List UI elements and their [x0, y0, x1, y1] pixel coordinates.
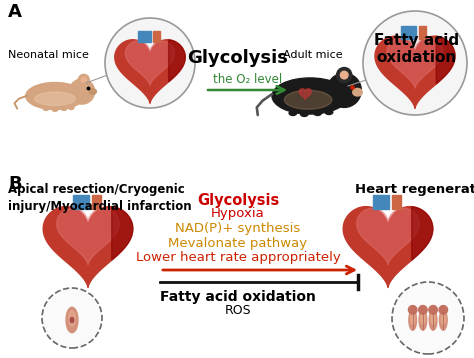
Text: A: A	[8, 3, 22, 21]
Circle shape	[340, 71, 348, 79]
Ellipse shape	[419, 310, 427, 330]
Circle shape	[105, 18, 195, 108]
Text: Fatty acid oxidation: Fatty acid oxidation	[160, 290, 316, 304]
Polygon shape	[73, 195, 81, 209]
Ellipse shape	[69, 311, 75, 326]
Text: Heart regeneration: Heart regeneration	[355, 183, 474, 196]
Circle shape	[409, 305, 417, 314]
Ellipse shape	[61, 107, 67, 110]
Circle shape	[363, 11, 467, 115]
Polygon shape	[125, 41, 174, 86]
Text: Hypoxia: Hypoxia	[211, 208, 265, 221]
Text: Apical resection/Cryogenic
injury/Myocardial infarction: Apical resection/Cryogenic injury/Myocar…	[8, 183, 191, 213]
Polygon shape	[43, 207, 133, 287]
Polygon shape	[409, 26, 416, 39]
Polygon shape	[373, 195, 381, 209]
Ellipse shape	[70, 318, 73, 323]
Ellipse shape	[409, 310, 417, 330]
Ellipse shape	[272, 78, 348, 114]
Polygon shape	[81, 195, 90, 209]
Ellipse shape	[441, 312, 446, 324]
Ellipse shape	[43, 107, 49, 110]
Ellipse shape	[284, 90, 332, 109]
Polygon shape	[92, 195, 100, 209]
Circle shape	[392, 282, 464, 354]
Text: NAD(P)+ synthesis: NAD(P)+ synthesis	[175, 222, 301, 235]
Ellipse shape	[52, 108, 58, 111]
Ellipse shape	[429, 310, 437, 330]
Text: Lower heart rate appropriately: Lower heart rate appropriately	[136, 251, 340, 264]
Polygon shape	[299, 89, 311, 100]
Circle shape	[439, 305, 447, 314]
Circle shape	[337, 68, 352, 83]
Text: Glycolysis: Glycolysis	[187, 49, 288, 67]
Polygon shape	[343, 207, 433, 287]
Polygon shape	[381, 195, 390, 209]
Text: the O₂ level: the O₂ level	[213, 73, 283, 86]
Text: Adult mice: Adult mice	[283, 50, 343, 60]
Circle shape	[81, 77, 86, 82]
Text: ROS: ROS	[225, 304, 251, 317]
Polygon shape	[56, 208, 119, 265]
Polygon shape	[412, 207, 433, 260]
Circle shape	[419, 305, 427, 314]
Ellipse shape	[35, 92, 75, 106]
Text: B: B	[8, 175, 22, 193]
Polygon shape	[419, 26, 426, 39]
Ellipse shape	[301, 112, 308, 116]
Text: Mevalonate pathway: Mevalonate pathway	[168, 237, 308, 250]
Ellipse shape	[431, 312, 435, 324]
Circle shape	[78, 74, 89, 85]
Ellipse shape	[289, 111, 297, 116]
Circle shape	[69, 79, 95, 104]
Polygon shape	[392, 195, 401, 209]
Ellipse shape	[66, 307, 78, 333]
Text: Glycolysis: Glycolysis	[197, 193, 279, 208]
Ellipse shape	[439, 310, 447, 330]
Ellipse shape	[353, 88, 362, 96]
Polygon shape	[169, 40, 185, 82]
Polygon shape	[401, 26, 409, 39]
Polygon shape	[145, 31, 151, 42]
Text: Neonatal mice: Neonatal mice	[8, 50, 89, 60]
Circle shape	[42, 288, 102, 348]
Polygon shape	[356, 208, 419, 265]
Polygon shape	[112, 207, 133, 260]
Circle shape	[327, 73, 361, 107]
Ellipse shape	[410, 312, 415, 324]
Polygon shape	[115, 40, 185, 103]
Ellipse shape	[26, 82, 84, 110]
Ellipse shape	[314, 111, 321, 116]
Polygon shape	[153, 31, 160, 42]
Polygon shape	[387, 38, 443, 88]
Ellipse shape	[69, 106, 74, 110]
Ellipse shape	[89, 89, 96, 94]
Ellipse shape	[421, 312, 425, 324]
Circle shape	[429, 305, 438, 314]
Polygon shape	[436, 36, 455, 84]
Polygon shape	[375, 36, 455, 108]
Polygon shape	[138, 31, 145, 42]
Ellipse shape	[325, 110, 333, 115]
Text: Fatty acid
oxidation: Fatty acid oxidation	[374, 33, 460, 65]
